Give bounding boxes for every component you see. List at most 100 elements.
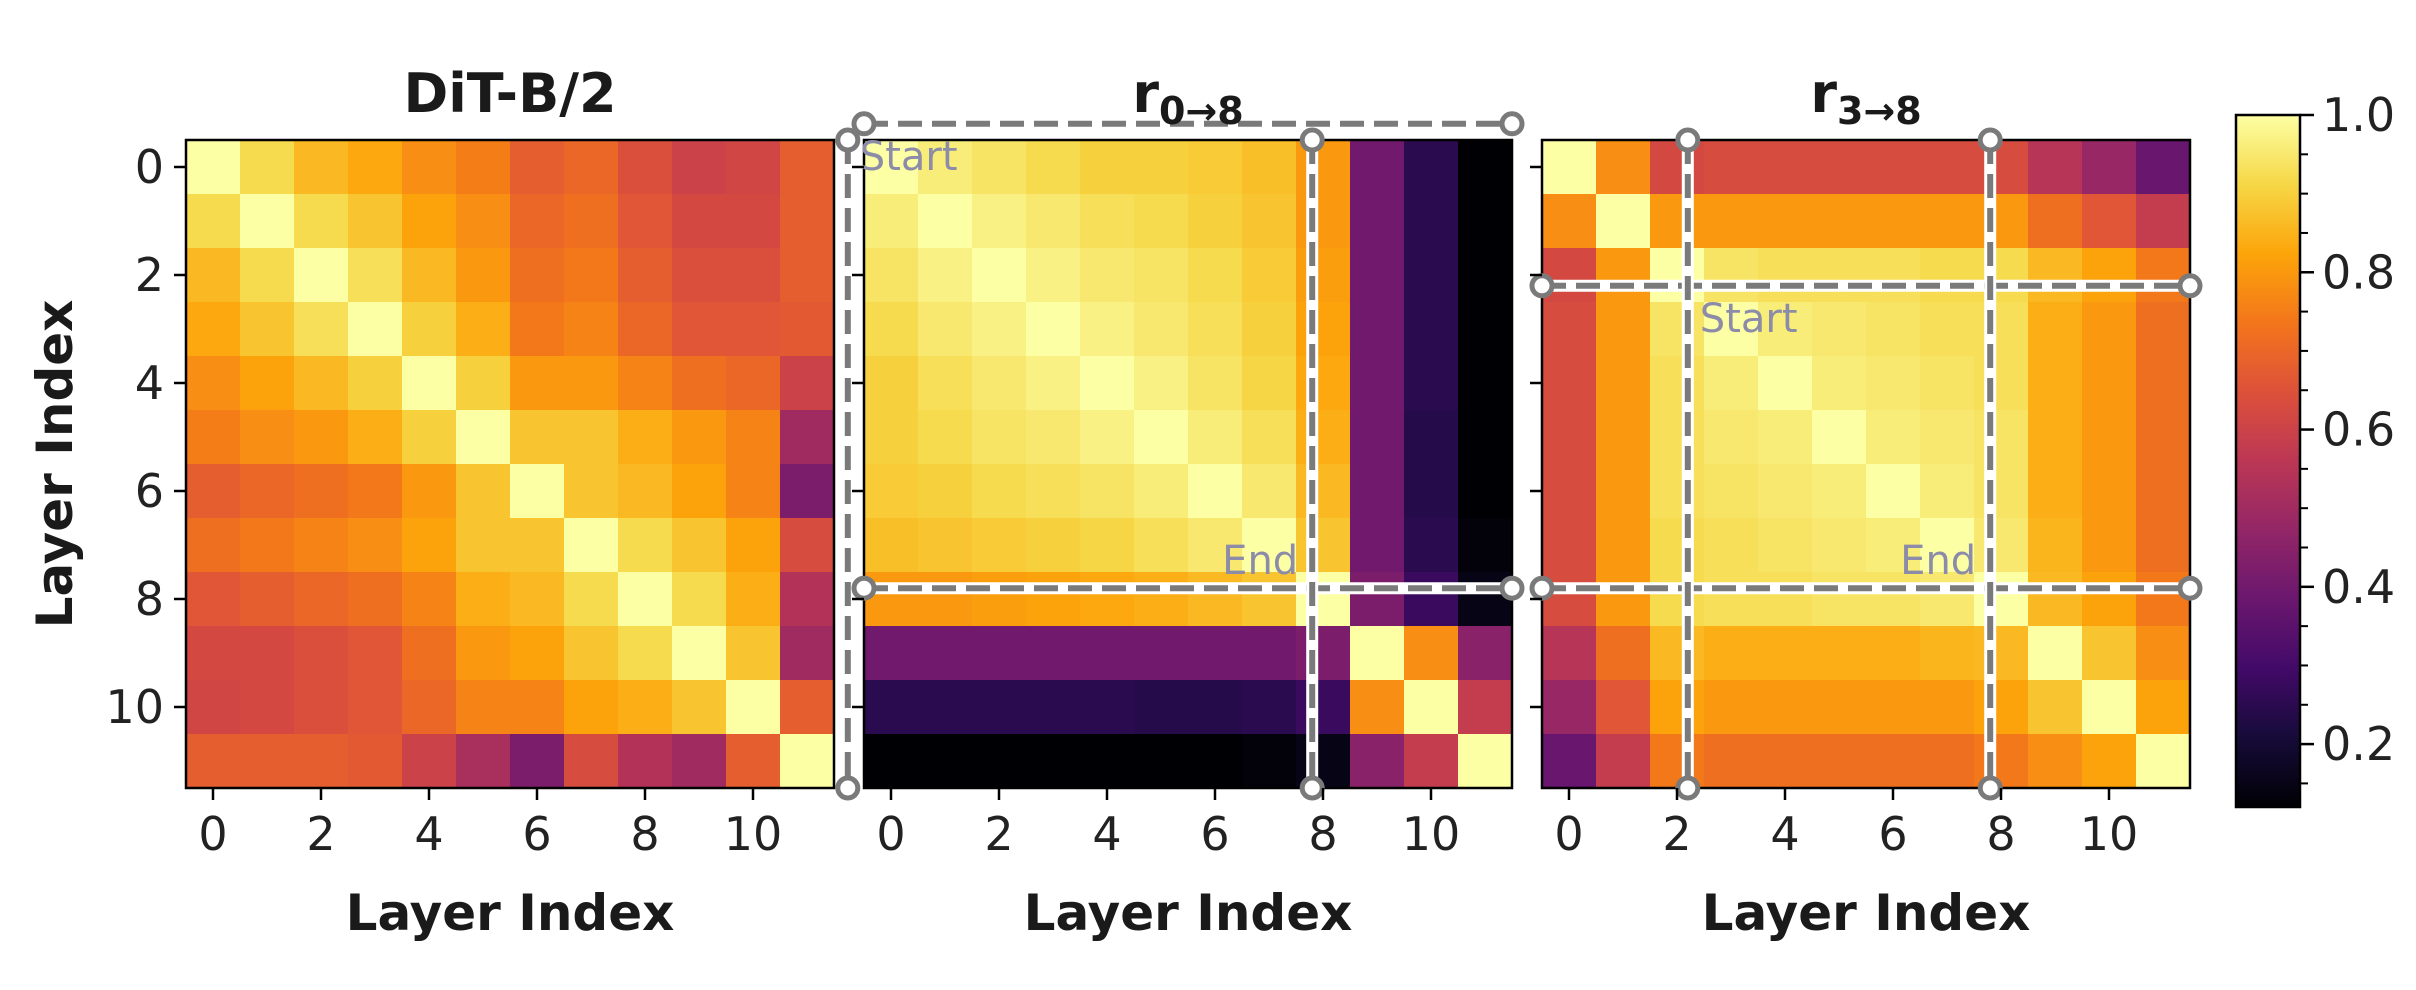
y-axis-label: Layer Index [26, 300, 84, 629]
heatmap-cell [1704, 194, 1759, 249]
heatmap-cell [294, 356, 349, 411]
heatmap-cell [1188, 734, 1243, 789]
heatmap-cell [918, 464, 973, 519]
heatmap-cell [1242, 302, 1297, 357]
heatmap-cell [1350, 410, 1405, 465]
heatmap-cell [1704, 302, 1759, 357]
heatmap-cell [2028, 680, 2083, 735]
heatmap-cell [1596, 248, 1651, 303]
heatmap-cell [456, 194, 511, 249]
heatmap-cell [672, 464, 727, 519]
heatmap-cell [1134, 680, 1189, 735]
heatmap-cell [1134, 140, 1189, 195]
heatmap-cell [240, 356, 295, 411]
heatmap-cell [780, 572, 835, 627]
colorbar-gradient [2234, 113, 2302, 809]
heatmap-cell [618, 626, 673, 681]
heatmap-cell [2082, 626, 2137, 681]
heatmap-cell [1350, 194, 1405, 249]
heatmap-cell [972, 680, 1027, 735]
heatmap-cell [1542, 140, 1597, 195]
heatmap-cell [294, 680, 349, 735]
heatmap-cell [564, 356, 619, 411]
heatmap-cell [510, 302, 565, 357]
heatmap-cell [402, 410, 457, 465]
region-endpoint [2177, 575, 2203, 601]
heatmap-cell [1704, 518, 1759, 573]
heatmap-cell [1188, 356, 1243, 411]
heatmap-cell [864, 194, 919, 249]
heatmap-cell [294, 464, 349, 519]
region-endpoint [1977, 775, 2003, 801]
heatmap-cell [1596, 680, 1651, 735]
heatmap-cell [186, 734, 241, 789]
heatmap-cell [1812, 248, 1867, 303]
heatmap-cell [510, 626, 565, 681]
region-endpoint [1529, 575, 1555, 601]
heatmap-cell [1542, 194, 1597, 249]
heatmap-cell [672, 518, 727, 573]
heatmap-cell [294, 626, 349, 681]
heatmap-cell [1134, 464, 1189, 519]
heatmap-cell [1026, 626, 1081, 681]
plot-frame [1540, 138, 2192, 790]
heatmap-cell [1188, 518, 1243, 573]
heatmap-cell [972, 194, 1027, 249]
heatmap-cell [1920, 356, 1975, 411]
heatmap-cell [1704, 464, 1759, 519]
region-endpoint [851, 575, 877, 601]
heatmap-cell [1596, 194, 1651, 249]
heatmap-cell [1812, 302, 1867, 357]
heatmap-cell [1542, 410, 1597, 465]
heatmap-cell [186, 302, 241, 357]
heatmap-cell [1296, 572, 1351, 627]
heatmap-cell [348, 140, 403, 195]
heatmap-cell [1296, 356, 1351, 411]
heatmap-cell [2082, 572, 2137, 627]
heatmap-cell [780, 410, 835, 465]
heatmap-cell [1296, 518, 1351, 573]
heatmap-cell [402, 302, 457, 357]
region-endpoint [1299, 127, 1325, 153]
heatmap-cell [918, 302, 973, 357]
colorbar-tick-label: 0.4 [2322, 560, 2395, 614]
heatmap-cell [1296, 680, 1351, 735]
heatmap-cell [2082, 302, 2137, 357]
heatmap-cell [918, 356, 973, 411]
heatmap-cell [456, 680, 511, 735]
region-endpoint [1977, 127, 2003, 153]
y-tick-label: 4 [135, 356, 164, 410]
heatmap-cell [918, 734, 973, 789]
heatmap-cell [456, 248, 511, 303]
heatmap-cell [348, 302, 403, 357]
heatmap-cell [1296, 410, 1351, 465]
heatmap-cell [240, 140, 295, 195]
heatmap-cell [1974, 302, 2029, 357]
heatmap-cell [348, 518, 403, 573]
heatmap-cell [1650, 572, 1705, 627]
heatmap-cell [2028, 140, 2083, 195]
heatmap-cell [1866, 464, 1921, 519]
heatmap-cell [1650, 626, 1705, 681]
heatmap-cell [1296, 194, 1351, 249]
heatmap-cell [1458, 140, 1513, 195]
heatmap-cell [240, 464, 295, 519]
heatmap-cell [1134, 410, 1189, 465]
heatmap-cell [2028, 248, 2083, 303]
heatmap-panel-1: Start End 0 2 4 6 8 10 Layer Index r0→8 [835, 62, 1525, 942]
heatmap-cell [1350, 572, 1405, 627]
y-tick-label: 0 [135, 140, 164, 194]
x-tick-label: 8 [630, 807, 659, 861]
heatmap-cell [1458, 626, 1513, 681]
heatmap-cell [864, 140, 919, 195]
heatmap-cell [780, 302, 835, 357]
heatmap-cell [1242, 248, 1297, 303]
annotation-end: End [1900, 538, 1976, 584]
heatmap-cell [1920, 464, 1975, 519]
colorbar-tick-label: 0.6 [2322, 403, 2395, 457]
heatmap-cell [1134, 302, 1189, 357]
heatmap-cell [672, 680, 727, 735]
heatmap-cell [1866, 140, 1921, 195]
heatmap-cell [1974, 626, 2029, 681]
heatmap-panel-0: 0 2 4 6 8 10 Layer Index 0 2 4 6 8 10 Layer Index DiT-… [26, 62, 836, 942]
